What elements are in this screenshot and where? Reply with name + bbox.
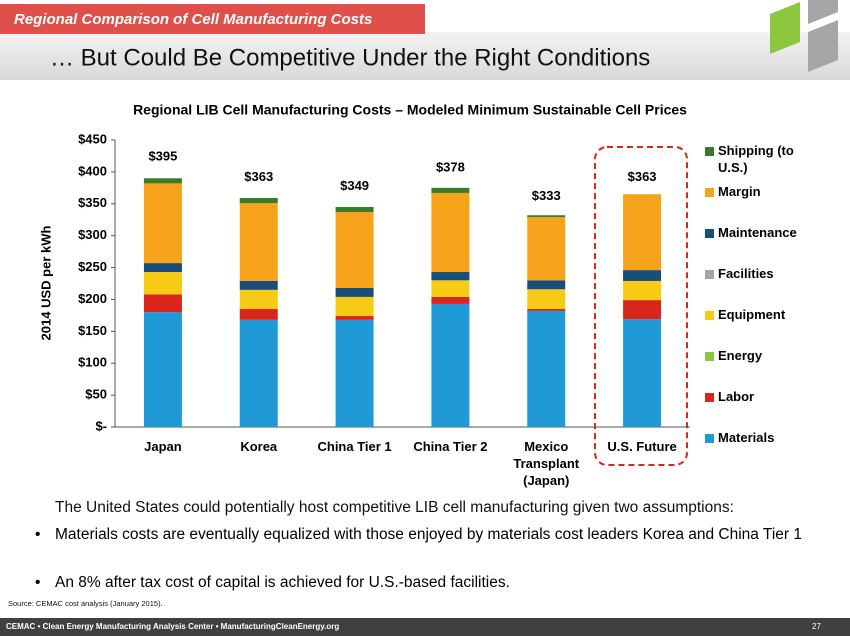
x-tick-label: China Tier 2 bbox=[413, 439, 487, 454]
legend-label: Energy bbox=[718, 348, 763, 363]
y-tick-label: $200 bbox=[78, 291, 107, 306]
legend-label: Shipping (to U.S.) bbox=[718, 143, 794, 175]
bar-segment bbox=[335, 296, 374, 317]
legend-label: Margin bbox=[718, 184, 761, 199]
bar-segment bbox=[623, 270, 662, 281]
source: Source: CEMAC cost analysis (January 201… bbox=[8, 599, 163, 608]
y-axis-label: 2014 USD per kWh bbox=[38, 226, 53, 341]
x-tick-label: Korea bbox=[240, 439, 278, 454]
bar-segment bbox=[431, 303, 470, 427]
legend-swatch bbox=[705, 352, 714, 361]
y-tick-label: $50 bbox=[85, 387, 107, 402]
footer-band bbox=[0, 618, 850, 636]
y-tick-label: $100 bbox=[78, 355, 107, 370]
legend-label: Maintenance bbox=[718, 225, 797, 240]
chart-title: Regional LIB Cell Manufacturing Costs – … bbox=[133, 102, 687, 118]
bullet: Materials costs are eventually equalized… bbox=[35, 525, 825, 545]
bar-segment bbox=[431, 192, 470, 273]
legend-swatch bbox=[705, 147, 714, 156]
section-title: Regional Comparison of Cell Manufacturin… bbox=[14, 11, 372, 28]
bar-segment bbox=[335, 316, 374, 320]
footer-text: CEMAC • Clean Energy Manufacturing Analy… bbox=[6, 622, 339, 631]
bar-segment bbox=[527, 280, 566, 290]
bar-segment bbox=[143, 178, 182, 184]
title-band bbox=[0, 32, 850, 80]
bar-segment bbox=[143, 272, 182, 295]
bar-segment bbox=[239, 280, 278, 290]
total-label: $333 bbox=[532, 188, 561, 203]
bar-segment bbox=[239, 198, 278, 204]
bar-segment bbox=[239, 309, 278, 320]
slide-title: … But Could Be Competitive Under the Rig… bbox=[50, 44, 650, 71]
y-tick-label: $250 bbox=[78, 259, 107, 274]
bar-segment bbox=[623, 194, 662, 271]
x-tick-label: U.S. Future bbox=[607, 439, 676, 454]
bar-segment bbox=[527, 215, 566, 218]
legend-swatch bbox=[705, 393, 714, 402]
bar-segment bbox=[239, 319, 278, 427]
y-tick-label: $350 bbox=[78, 195, 107, 210]
bar-segment bbox=[527, 217, 566, 281]
legend-label: Equipment bbox=[718, 307, 786, 322]
legend-swatch bbox=[705, 188, 714, 197]
bar-segment bbox=[623, 319, 662, 427]
bar-segment bbox=[335, 287, 374, 297]
section-band bbox=[0, 4, 425, 34]
bar-segment bbox=[143, 294, 182, 313]
bar-segment bbox=[143, 183, 182, 264]
bar-segment bbox=[527, 309, 566, 311]
y-tick-label: $400 bbox=[78, 163, 107, 178]
legend-swatch bbox=[705, 311, 714, 320]
legend-swatch bbox=[705, 229, 714, 238]
legend-label: Labor bbox=[718, 389, 754, 404]
logo bbox=[808, 0, 838, 24]
y-tick-label: $150 bbox=[78, 323, 107, 338]
total-label: $395 bbox=[148, 149, 177, 164]
legend-swatch bbox=[705, 434, 714, 443]
bar-segment bbox=[623, 300, 662, 320]
legend-swatch bbox=[705, 270, 714, 279]
x-tick-label: Japan bbox=[144, 439, 182, 454]
body-intro: The United States could potentially host… bbox=[55, 499, 734, 516]
bar-segment bbox=[431, 272, 470, 281]
page-number: 27 bbox=[812, 622, 821, 631]
legend-label: Facilities bbox=[718, 266, 774, 281]
total-label: $378 bbox=[436, 159, 465, 174]
y-tick-label: $300 bbox=[78, 227, 107, 242]
bar-segment bbox=[143, 263, 182, 273]
bar-segment bbox=[239, 203, 278, 281]
bar-segment bbox=[431, 280, 470, 297]
logo bbox=[770, 2, 800, 54]
x-tick-label: Mexico Transplant (Japan) bbox=[513, 439, 579, 488]
bullet: An 8% after tax cost of capital is achie… bbox=[35, 573, 825, 593]
legend-label: Materials bbox=[718, 430, 774, 445]
bar-segment bbox=[335, 206, 374, 213]
bar-segment bbox=[431, 296, 470, 304]
y-tick-label: $450 bbox=[78, 131, 107, 146]
bar-segment bbox=[239, 289, 278, 310]
bar-segment bbox=[143, 312, 182, 427]
bar-segment bbox=[335, 212, 374, 288]
total-label: $363 bbox=[628, 169, 657, 184]
y-tick-label: $- bbox=[95, 418, 107, 433]
bar-segment bbox=[527, 310, 566, 427]
total-label: $349 bbox=[340, 178, 369, 193]
x-tick-label: China Tier 1 bbox=[317, 439, 391, 454]
bar-segment bbox=[335, 319, 374, 427]
bar-segment bbox=[431, 187, 470, 193]
bar-segment bbox=[527, 289, 566, 310]
bar-segment bbox=[623, 280, 662, 301]
highlight-box bbox=[594, 146, 688, 466]
total-label: $363 bbox=[244, 169, 273, 184]
logo bbox=[808, 20, 838, 72]
